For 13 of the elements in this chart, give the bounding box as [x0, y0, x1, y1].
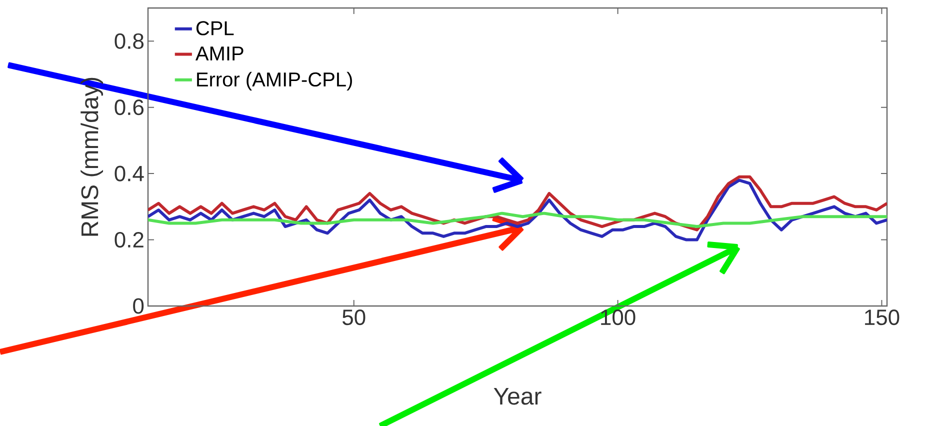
y-tick-label: 0.6 [114, 100, 144, 116]
y-tick-label: 0.8 [114, 33, 144, 49]
y-axis-title: RMS (mm/day) [80, 78, 104, 236]
legend-label: CPL [196, 21, 234, 36]
y-tick-label: 0.2 [114, 232, 144, 248]
y-tick-label: 0.4 [114, 166, 144, 182]
x-axis-title: Year [494, 388, 542, 405]
x-tick-label: 100 [601, 310, 636, 326]
legend-label: AMIP [195, 46, 244, 60]
x-tick-label: 50 [342, 310, 366, 326]
y-tick-label: 0 [133, 298, 144, 314]
x-tick-label: 150 [865, 310, 900, 326]
legend-label: Error (AMIP-CPL) [197, 72, 352, 91]
